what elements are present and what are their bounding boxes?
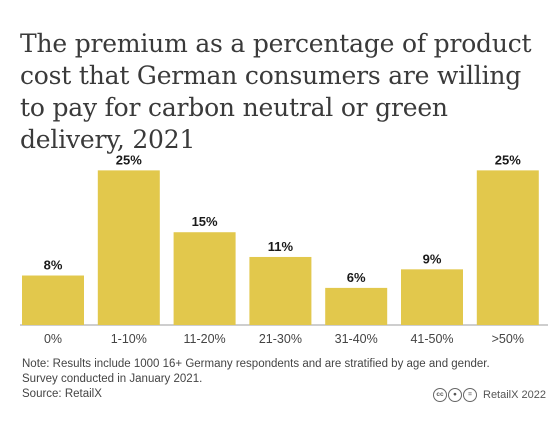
attribution-icon: ● (448, 388, 462, 402)
license-icons: cc ● = (433, 388, 477, 402)
bar-value-label: 11% (268, 239, 294, 254)
bar-value-label: 25% (495, 152, 521, 167)
bar-value-label: 9% (423, 251, 442, 266)
bar (249, 256, 312, 325)
bar-value-label: 6% (347, 270, 366, 285)
chart-title: The premium as a percentage of product c… (20, 29, 532, 154)
x-tick-label: >50% (492, 332, 524, 346)
bar (476, 170, 539, 325)
bar-value-label: 8% (44, 258, 63, 273)
creative-commons-icon: cc (433, 388, 447, 402)
x-tick-label: 21-30% (259, 332, 302, 346)
bar (22, 275, 84, 325)
bar (325, 287, 388, 325)
credit: cc ● = RetailX 2022 (433, 388, 546, 402)
footnote-line-1: Note: Results include 1000 16+ Germany r… (22, 358, 490, 370)
x-tick-label: 41-50% (410, 332, 453, 346)
bar-value-label: 25% (116, 152, 142, 167)
bar-value-label: 15% (192, 214, 218, 229)
equals-icon: = (463, 388, 477, 402)
chart-footer: Note: Results include 1000 16+ Germany r… (22, 357, 547, 402)
x-tick-label: 31-40% (335, 332, 378, 346)
bar (173, 232, 236, 325)
x-tick-label: 11-20% (184, 332, 226, 346)
x-tick-label: 0% (44, 332, 62, 346)
bar (97, 170, 160, 325)
x-tick-label: 1-10% (111, 332, 147, 346)
footnote-line-2: Survey conducted in January 2021. (22, 373, 203, 385)
bar (401, 269, 463, 325)
source-label: Source: RetailX (22, 388, 102, 400)
credit-label: RetailX 2022 (483, 389, 546, 401)
